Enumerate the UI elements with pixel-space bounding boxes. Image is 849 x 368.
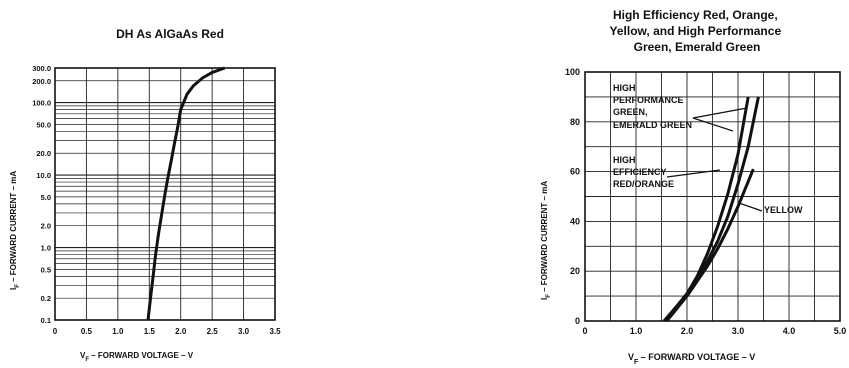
- left-y-tick-label: 20.0: [36, 149, 51, 158]
- left-x-ticks: 0 0.5 1.0 1.5 2.0 2.5 3.0 3.5: [53, 327, 281, 336]
- annotation-green: GREEN,: [613, 107, 648, 117]
- right-y-tick-label: 40: [570, 216, 580, 226]
- left-x-tick-label: 1.0: [112, 327, 124, 336]
- left-x-tick-label: 2.5: [207, 327, 219, 336]
- right-x-tick-label: 2.0: [681, 326, 694, 336]
- left-x-axis-label: VF – FORWARD VOLTAGE – V: [80, 351, 194, 363]
- right-chart-title: High Efficiency Red, Orange, Yellow, and…: [610, 8, 785, 54]
- right-y-tick-label: 100: [565, 67, 580, 77]
- leader-line-yellow: [738, 202, 763, 212]
- annotation-performance: PERFORMANCE: [613, 95, 684, 105]
- right-series-yellow: [665, 168, 755, 322]
- annotation-yellow: YELLOW: [764, 205, 803, 215]
- left-y-tick-label: 10.0: [36, 171, 51, 180]
- left-x-tick-label: 1.5: [144, 327, 156, 336]
- leader-line-green-2: [692, 117, 734, 132]
- right-x-tick-label: 4.0: [783, 326, 796, 336]
- left-chart: DH As AlGaAs Red 0 0.5 1.0 1.5 2.0 2.5 3.0 3.5 …: [9, 27, 281, 363]
- left-x-tick-label: 0.5: [81, 327, 93, 336]
- leader-line-red-orange: [666, 169, 721, 178]
- left-y-tick-label: 300.0: [32, 64, 51, 73]
- annotation-red-orange: RED/ORANGE: [613, 179, 674, 189]
- right-x-axis-label: VF – FORWARD VOLTAGE – V: [628, 352, 755, 366]
- right-series-lines: [662, 96, 760, 322]
- left-y-tick-label: 100.0: [32, 99, 51, 108]
- right-x-ticks: 0 1.0 2.0 3.0 4.0 5.0: [582, 326, 846, 336]
- left-chart-title: DH As AlGaAs Red: [116, 27, 224, 41]
- annotation-high-1: HIGH: [613, 83, 636, 93]
- right-y-axis-label: IF – FORWARD CURRENT – mA: [540, 181, 552, 300]
- right-chart: High Efficiency Red, Orange, Yellow, and…: [540, 8, 846, 366]
- right-y-ticks: 0 20 40 60 80 100: [565, 67, 580, 326]
- right-x-tick-label: 3.0: [732, 326, 745, 336]
- left-y-tick-label: 0.2: [41, 294, 51, 303]
- right-y-tick-label: 0: [575, 316, 580, 326]
- leader-line-green-1: [692, 107, 748, 119]
- annotation-emerald-green: EMERALD GREEN: [613, 120, 692, 130]
- left-y-tick-label: 50.0: [36, 120, 51, 129]
- right-chart-grid: [584, 71, 841, 322]
- left-y-tick-label: 0.1: [41, 316, 51, 325]
- left-y-tick-label: 1.0: [41, 244, 51, 253]
- left-series-line: [146, 66, 226, 321]
- left-y-tick-label: 5.0: [41, 193, 51, 202]
- left-x-tick-label: 3.5: [269, 327, 281, 336]
- left-x-tick-label: 2.0: [175, 327, 187, 336]
- left-x-tick-label: 0: [53, 327, 58, 336]
- right-plot-frame: [584, 71, 841, 322]
- left-y-tick-label: 2.0: [41, 222, 51, 231]
- left-plot-frame: [54, 67, 276, 321]
- right-x-tick-label: 5.0: [834, 326, 847, 336]
- right-y-tick-label: 20: [570, 266, 580, 276]
- right-x-tick-label: 1.0: [630, 326, 643, 336]
- right-y-tick-label: 80: [570, 117, 580, 127]
- right-x-tick-label: 0: [582, 326, 587, 336]
- right-series-red-orange: [662, 96, 760, 322]
- annotation-high-2: HIGH: [613, 155, 636, 165]
- left-y-ticks: 300.0 200.0 100.0 50.0 20.0 10.0 5.0 2.0 1.0 0.5 0…: [32, 64, 51, 325]
- left-x-tick-label: 3.0: [238, 327, 250, 336]
- left-y-axis-label: IF – FORWARD CURRENT – mA: [9, 171, 21, 290]
- annotation-efficiency: EFFICIENCY: [613, 167, 667, 177]
- left-y-tick-label: 200.0: [32, 77, 51, 86]
- right-y-tick-label: 60: [570, 167, 580, 177]
- left-y-tick-label: 0.5: [41, 265, 51, 274]
